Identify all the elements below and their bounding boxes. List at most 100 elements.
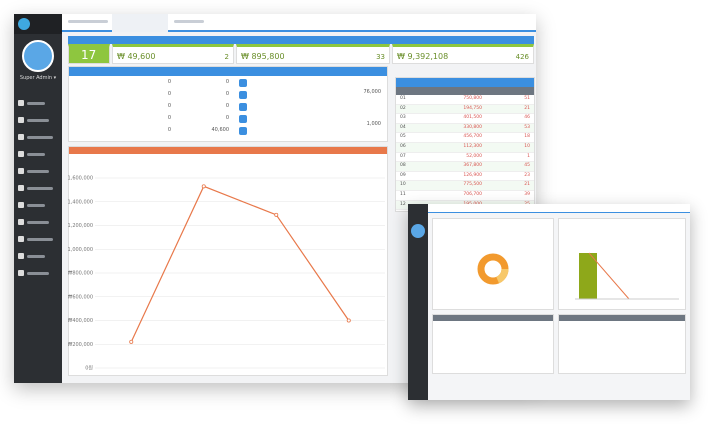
menu-icon — [18, 219, 24, 225]
y-tick-label: ₩400,000 — [68, 318, 93, 324]
table-row: 11 706,700 39 — [396, 191, 534, 201]
menu-item[interactable] — [27, 203, 45, 207]
chart-panel — [68, 146, 388, 376]
card-count: 33 — [376, 53, 385, 61]
summary-panel: 0 0 0 0 0 0 0 0 0 40,600 76,000 1,000 — [68, 66, 388, 142]
table-cell: 126,900 — [463, 172, 482, 178]
preview-topbar — [428, 204, 690, 213]
summary-value: 1,000 — [366, 121, 381, 127]
y-tick-label: ₩1,000,000 — [68, 247, 93, 253]
table-cell: 39 — [524, 192, 530, 197]
table-cell: 775,500 — [463, 182, 482, 188]
summary-value: 0 — [167, 103, 171, 109]
table-cell: 01 — [400, 96, 406, 101]
tab[interactable] — [68, 20, 108, 23]
avatar — [22, 40, 54, 72]
menu-item[interactable] — [27, 271, 49, 275]
menu-item[interactable] — [27, 237, 53, 241]
preview-avatar — [411, 224, 425, 238]
stat-card: ₩ 9,392,108 426 — [392, 44, 534, 64]
table-row: 01 750,800 51 — [396, 95, 534, 105]
menu-item[interactable] — [27, 152, 45, 156]
card-value: ₩ 9,392,108 — [397, 52, 449, 61]
table-cell: 456,700 — [463, 134, 482, 140]
summary-icon — [239, 127, 247, 135]
preview-donut — [477, 253, 509, 285]
table-row: 07 52,000 1 — [396, 152, 534, 163]
point — [346, 318, 351, 323]
preview-table — [432, 314, 554, 374]
table-cell: 52,000 — [466, 153, 482, 159]
user-name[interactable]: Super Admin ▾ — [19, 75, 57, 81]
tab-label — [68, 20, 108, 23]
menu-item[interactable] — [27, 118, 49, 122]
menu-icon — [18, 117, 24, 123]
table-row: 02 194,750 21 — [396, 104, 534, 115]
table-cell: 02 — [400, 105, 406, 111]
table-row: 03 401,500 46 — [396, 114, 534, 124]
menu-item[interactable] — [27, 135, 53, 139]
preview-panel — [558, 218, 686, 310]
table-cell: 194,750 — [463, 105, 482, 111]
table-cell: 18 — [524, 134, 530, 140]
table-cell: 03 — [400, 115, 406, 121]
table-cell: 367,800 — [463, 163, 482, 169]
menu-item[interactable] — [27, 220, 49, 224]
point — [274, 212, 279, 217]
card-value: ₩ 895,800 — [241, 52, 285, 61]
summary-value: 40,600 — [211, 127, 230, 133]
preview-table-header — [433, 315, 553, 321]
cards-header — [68, 36, 534, 44]
menu-item[interactable] — [27, 101, 45, 105]
sales-table: 01 750,800 51 02 194,750 21 03 401,500 46 04 330,8… — [395, 77, 535, 212]
summary-header — [69, 67, 387, 76]
table-cell: 706,700 — [463, 192, 482, 197]
summary-icon — [239, 103, 247, 111]
summary-value: 0 — [167, 115, 171, 121]
menu-item[interactable] — [27, 169, 49, 173]
summary-value: 76,000 — [363, 89, 382, 95]
menu-icon — [18, 134, 24, 140]
table-cell: 51 — [524, 96, 530, 101]
menu-item[interactable] — [27, 186, 53, 190]
table-cell: 112,300 — [463, 144, 482, 149]
table-cell: 10 — [524, 144, 530, 149]
summary-icon — [239, 79, 247, 87]
menu-icon — [18, 185, 24, 191]
menu-icon — [18, 236, 24, 242]
card-count: 426 — [515, 53, 529, 61]
table-cell: 750,800 — [463, 96, 482, 101]
summary-value: 0 — [167, 79, 171, 85]
table-row: 08 367,800 45 — [396, 162, 534, 172]
y-tick-label: ₩600,000 — [68, 294, 93, 300]
table-row: 06 112,300 10 — [396, 143, 534, 153]
table-cell: 46 — [524, 115, 530, 121]
table-cell: 53 — [524, 124, 530, 130]
table-cell: 06 — [400, 144, 406, 149]
preview-bar — [575, 252, 679, 300]
point — [129, 339, 134, 344]
table-header — [396, 87, 534, 95]
table-cell: 11 — [400, 192, 406, 197]
menu-item[interactable] — [27, 254, 45, 258]
y-tick-label: ₩1,200,000 — [68, 223, 93, 229]
y-tick-label: 0원 — [85, 365, 93, 372]
donut-slice — [477, 253, 509, 285]
tab[interactable] — [174, 20, 204, 23]
menu-icon — [18, 151, 24, 157]
table-cell: 45 — [524, 163, 530, 169]
chart-header — [69, 147, 387, 154]
preview-panel — [432, 218, 554, 310]
table-cell: 21 — [524, 182, 530, 188]
summary-value: 0 — [167, 91, 171, 97]
tab[interactable] — [112, 14, 168, 32]
table-cell: 1 — [527, 153, 530, 159]
menu-icon — [18, 100, 24, 106]
logo-bar — [14, 14, 62, 34]
summary-value: 0 — [225, 91, 229, 97]
table-title-bar — [396, 78, 534, 87]
table-row: 09 126,900 23 — [396, 171, 534, 182]
stat-card: 17 — [68, 44, 110, 64]
line-chart: 0원 ₩200,000 ₩400,000 ₩600,000 ₩800,000 ₩1,000… — [68, 176, 385, 372]
summary-value: 0 — [225, 103, 229, 109]
